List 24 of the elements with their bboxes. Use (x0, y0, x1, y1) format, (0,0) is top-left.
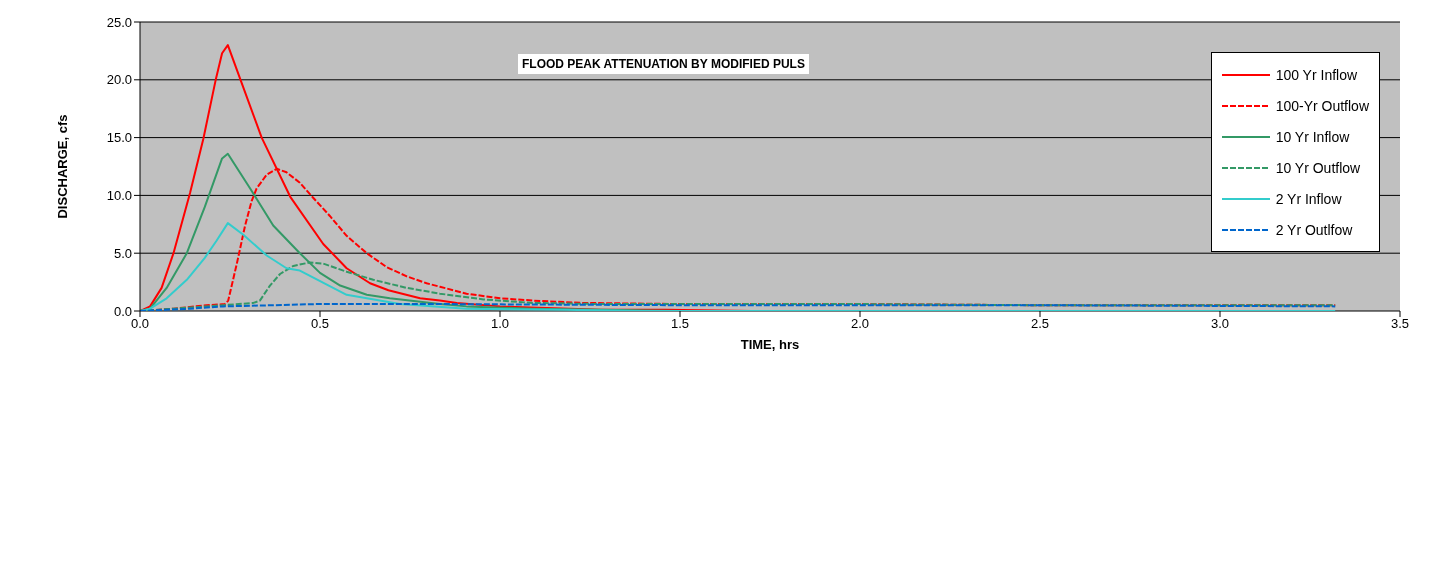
x-tick-label: 1.0 (490, 316, 510, 332)
x-tick-label: 2.0 (850, 316, 870, 332)
x-axis-title: TIME, hrs (740, 337, 800, 352)
x-tick-label: 2.5 (1030, 316, 1050, 332)
y-axis-title: DISCHARGE, cfs (54, 114, 70, 219)
y-tick-label: 0.0 (113, 303, 132, 319)
text: FLOOD PEAK ATTENUATION BY MODIFIED PULS (518, 54, 809, 74)
y-tick-label: 10.0 (106, 188, 132, 204)
x-tick-label: 0.5 (310, 316, 330, 332)
legend-label: 10 Yr Outflow (1275, 159, 1361, 176)
x-tick-label: 3.5 (1390, 316, 1410, 332)
y-tick-label: 5.0 (113, 245, 132, 261)
line-series (140, 303, 1337, 311)
y-tick-label: 15.0 (106, 130, 132, 146)
y-tick-label: 20.0 (106, 72, 132, 88)
y-tick-label: 25.0 (106, 14, 132, 30)
x-tick-label: 1.5 (670, 316, 690, 332)
legend-label: 2 Yr Outlfow (1275, 221, 1353, 238)
x-tick-label: 0.0 (130, 316, 150, 332)
x-tick-label: 3.0 (1210, 316, 1230, 332)
legend-label: 100-Yr Outflow (1275, 97, 1369, 114)
legend-label: 2 Yr Inflow (1275, 190, 1342, 207)
legend-label: 100 Yr Inflow (1275, 66, 1358, 83)
legend-label: 10 Yr Inflow (1275, 128, 1350, 145)
